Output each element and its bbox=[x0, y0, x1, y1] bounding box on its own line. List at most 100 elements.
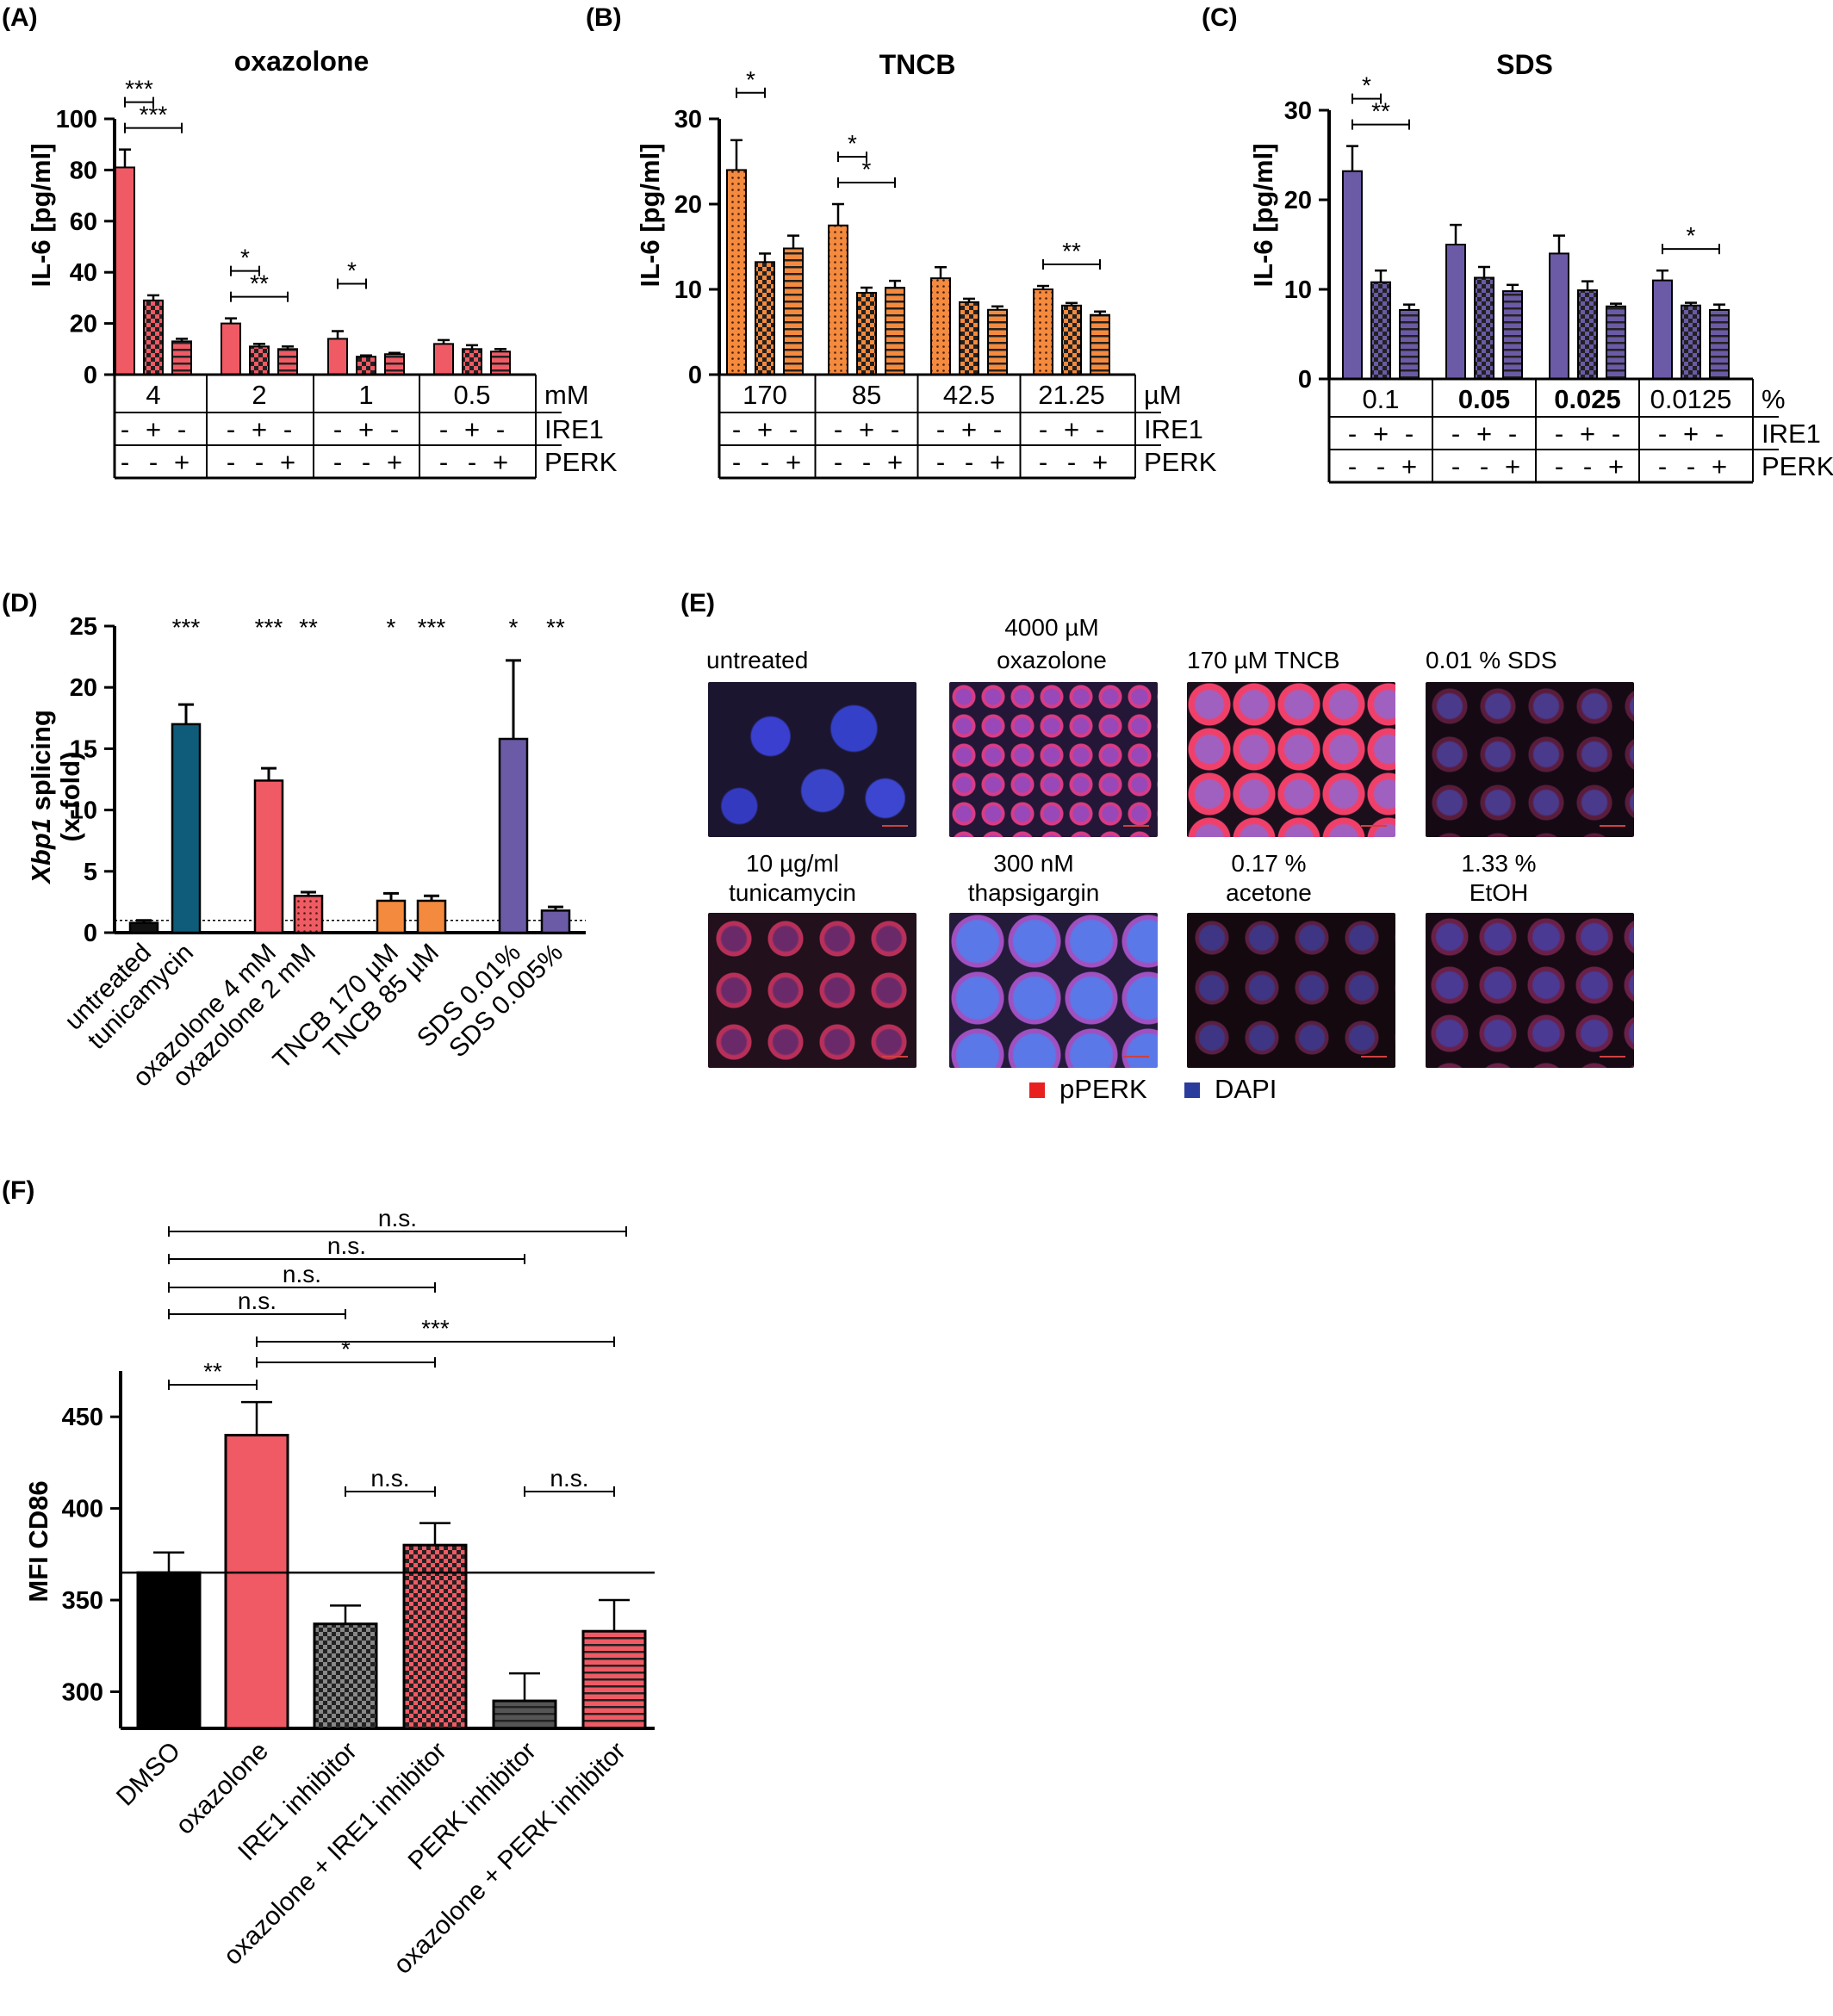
panel-b-group-label: 170 bbox=[743, 380, 787, 410]
panel-b-condition-symbol: - bbox=[965, 447, 973, 477]
micrograph-oxazolone bbox=[949, 682, 1158, 837]
panel-a-condition-symbol: - bbox=[496, 414, 505, 444]
panel-a-sig-label: * bbox=[347, 257, 357, 284]
micrograph-untreated bbox=[708, 682, 916, 837]
panel-a-bar bbox=[143, 299, 164, 375]
micrograph-label: 10 µg/ml bbox=[746, 850, 839, 877]
panel-c-condition-symbol: - bbox=[1405, 419, 1414, 449]
micrograph-label: 4000 µM bbox=[1004, 614, 1099, 641]
panel-a-bar bbox=[221, 322, 241, 376]
scale-bar bbox=[1600, 825, 1625, 827]
legend-dapi-swatch bbox=[1184, 1082, 1200, 1098]
panel-c-condition-symbol: - bbox=[1348, 419, 1357, 449]
panel-c-bar bbox=[1399, 308, 1420, 381]
panel-b-condition-symbol: - bbox=[1039, 447, 1047, 477]
panel-f-bar bbox=[224, 1433, 289, 1730]
panel-c-condition-symbol: - bbox=[1687, 451, 1695, 481]
panel-c-y-tick-label: 0 bbox=[1298, 366, 1312, 394]
panel-b-bar bbox=[1033, 288, 1053, 375]
panel-a-sig-label: *** bbox=[125, 76, 153, 102]
panel-d-bar bbox=[293, 895, 324, 934]
panel-b-sig-label: * bbox=[746, 66, 755, 93]
panel-a-condition-symbol: - bbox=[439, 414, 448, 444]
panel-d-ylabel-gene: Xbp1 bbox=[26, 818, 56, 885]
panel-b-group-label: 42.5 bbox=[943, 380, 995, 410]
panel-c-bar bbox=[1577, 289, 1598, 381]
scale-bar bbox=[1123, 1056, 1149, 1058]
panel-c-unit-label: % bbox=[1762, 384, 1786, 414]
panel-a-condition-symbol: - bbox=[333, 414, 342, 444]
micrograph-label: thapsigargin bbox=[967, 879, 1100, 906]
panel-f-sig-label: n.s. bbox=[327, 1232, 366, 1259]
panel-f-ylabel: MFI CD86 bbox=[23, 1480, 53, 1602]
panel-b-condition-symbol: - bbox=[732, 447, 741, 477]
micrograph-acetone bbox=[1187, 913, 1395, 1068]
panel-a-condition-symbol: + bbox=[493, 447, 508, 477]
panel-c-row-label-perk: PERK bbox=[1762, 451, 1833, 481]
panel-f-sig-label: n.s. bbox=[378, 1205, 417, 1231]
legend-pperk-swatch bbox=[1029, 1082, 1045, 1098]
micrograph-label: acetone bbox=[1226, 879, 1312, 906]
panel-b-bar bbox=[930, 277, 951, 376]
panel-b-condition-symbol: + bbox=[887, 447, 903, 477]
panel-a-condition-symbol: + bbox=[280, 447, 295, 477]
panel-a-condition-symbol: + bbox=[146, 414, 161, 444]
micrograph-sds bbox=[1426, 682, 1634, 837]
panel-c-condition-symbol: + bbox=[1683, 419, 1699, 449]
micrograph-label: untreated bbox=[706, 647, 809, 673]
scale-bar bbox=[1600, 1056, 1625, 1058]
panel-a-group-label: 2 bbox=[252, 380, 266, 410]
panel-b-condition-symbol: - bbox=[834, 414, 842, 444]
micrograph-label: 0.17 % bbox=[1231, 850, 1307, 877]
panel-c-condition-symbol: + bbox=[1401, 451, 1417, 481]
panel-d-ylabel: Xbp1 splicing bbox=[26, 710, 56, 885]
micrograph-tncb bbox=[1187, 682, 1395, 837]
panel-b-bar bbox=[783, 247, 804, 376]
panel-d-y-tick-label: 25 bbox=[70, 613, 97, 641]
micrograph-tunicamycin bbox=[708, 913, 916, 1068]
panel-a-bar bbox=[115, 166, 135, 375]
panel-b-condition-symbol: + bbox=[1064, 414, 1079, 444]
panel-b-condition-symbol: - bbox=[993, 414, 1002, 444]
panel-b-ylabel: IL-6 [pg/ml] bbox=[635, 143, 665, 287]
panel-c-condition-symbol: + bbox=[1505, 451, 1520, 481]
panel-a-condition-symbol: - bbox=[439, 447, 448, 477]
panel-b-row-label-ire1: IRE1 bbox=[1144, 414, 1203, 444]
panel-b-sig-label: * bbox=[862, 156, 872, 183]
legend-dapi-label: DAPI bbox=[1215, 1074, 1277, 1104]
panel-f-sig-label: n.s. bbox=[550, 1465, 588, 1492]
panel-d-y-tick-label: 5 bbox=[84, 859, 97, 886]
panel-d-sig: * bbox=[509, 614, 519, 641]
panel-a-sig-label: ** bbox=[250, 270, 269, 297]
panel-a-condition-symbol: - bbox=[283, 414, 292, 444]
panel-a-y-tick-label: 80 bbox=[70, 157, 97, 184]
panel-c-y-tick-label: 30 bbox=[1284, 97, 1312, 125]
panel-c-condition-symbol: - bbox=[1451, 419, 1460, 449]
panel-c-condition-symbol: + bbox=[1476, 419, 1492, 449]
panel-a-group-label: 0.5 bbox=[453, 380, 490, 410]
panel-a-bar bbox=[249, 345, 270, 375]
panel-f-bar bbox=[492, 1699, 557, 1730]
panel-d-sig: *** bbox=[418, 614, 446, 641]
panel-c-group-label: 0.05 bbox=[1458, 384, 1510, 414]
panel-d-y-tick-label: 20 bbox=[70, 674, 97, 702]
micrograph-label: 170 µM TNCB bbox=[1187, 647, 1340, 673]
panel-a-condition-symbol: + bbox=[464, 414, 480, 444]
panel-b-condition-symbol: - bbox=[936, 414, 945, 444]
panel-a-row-label-perk: PERK bbox=[544, 447, 618, 477]
panel-a-row-label-ire1: IRE1 bbox=[544, 414, 604, 444]
panel-f-y-tick-label: 300 bbox=[62, 1678, 103, 1706]
panel-b-condition-symbol: - bbox=[1067, 447, 1076, 477]
panel-a-condition-symbol: - bbox=[362, 447, 370, 477]
panel-c-condition-symbol: - bbox=[1555, 419, 1563, 449]
panel-d-y-tick-label: 0 bbox=[84, 920, 97, 947]
panel-c-condition-symbol: - bbox=[1583, 451, 1592, 481]
panel-b-condition-symbol: - bbox=[1096, 414, 1104, 444]
scale-bar bbox=[882, 1056, 908, 1058]
panel-b-sig-label: * bbox=[848, 130, 857, 157]
micrograph-thapsigargin bbox=[949, 913, 1158, 1068]
panel-c-bar bbox=[1681, 304, 1701, 380]
panel-f-y-tick-label: 400 bbox=[62, 1496, 103, 1523]
scale-bar bbox=[882, 825, 908, 827]
